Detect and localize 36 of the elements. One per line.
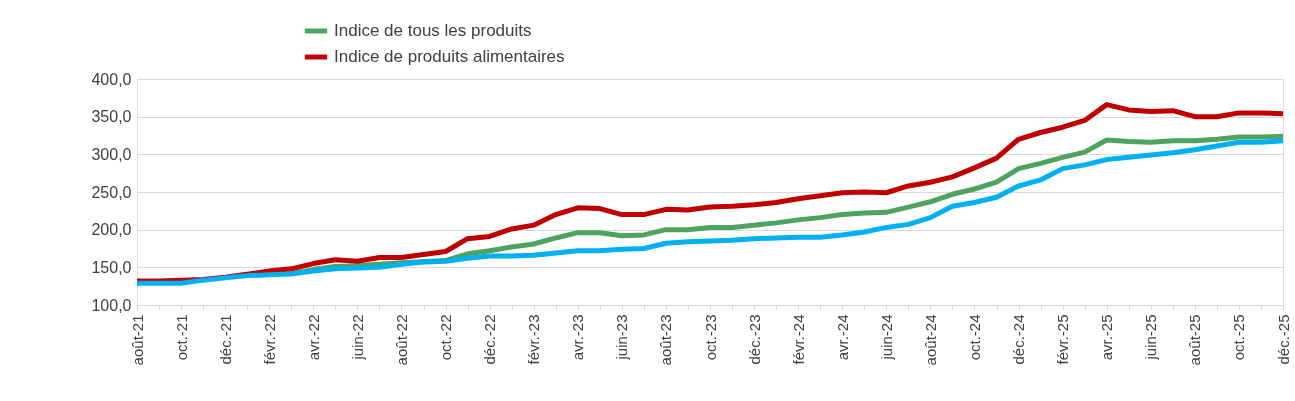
x-tick-label: août-25: [1186, 314, 1204, 366]
x-tick-label: août-23: [657, 314, 675, 366]
x-tick-label: févr.-24: [789, 314, 807, 365]
x-tick-label: déc.-21: [216, 314, 234, 365]
x-tick-label: oct.-24: [965, 314, 983, 361]
y-tick-label: 300,0: [91, 145, 132, 163]
x-tick-label: févr.-22: [260, 314, 278, 365]
y-tick-label: 200,0: [91, 221, 132, 239]
y-tick-label: 150,0: [91, 258, 132, 276]
y-tick-label: 100,0: [91, 296, 132, 314]
x-tick-label: avr.-25: [1098, 314, 1116, 361]
x-tick-label: oct.-22: [437, 314, 455, 361]
x-tick-label: juin-25: [1142, 314, 1160, 361]
legend-label: Indice de produits alimentaires: [334, 47, 565, 66]
x-tick-label: juin-23: [613, 314, 631, 361]
x-tick-label: août-21: [128, 314, 146, 366]
y-tick-label: 350,0: [91, 108, 132, 126]
x-tick-label: avr.-23: [569, 314, 587, 361]
x-tick-label: oct.-23: [701, 314, 719, 361]
x-tick-label: oct.-21: [172, 314, 190, 361]
x-tick-label: déc.-24: [1010, 314, 1028, 365]
x-tick-label: juin-22: [348, 314, 366, 361]
x-tick-label: févr.-25: [1054, 314, 1072, 365]
y-tick-label: 400,0: [91, 70, 132, 88]
x-tick-label: août-24: [921, 314, 939, 366]
x-tick-label: déc.-23: [745, 314, 763, 365]
x-tick-label: août-22: [392, 314, 410, 366]
x-tick-label: avr.-22: [304, 314, 322, 361]
x-tick-label: juin-24: [877, 314, 895, 361]
x-tick-label: avr.-24: [833, 314, 851, 361]
x-tick-label: déc.-25: [1274, 314, 1292, 365]
x-tick-label: déc.-22: [481, 314, 499, 365]
legend-label: Indice de tous les produits: [334, 21, 532, 40]
x-tick-label: févr.-23: [525, 314, 543, 365]
x-tick-label: oct.-25: [1230, 314, 1248, 361]
y-tick-label: 250,0: [91, 183, 132, 201]
